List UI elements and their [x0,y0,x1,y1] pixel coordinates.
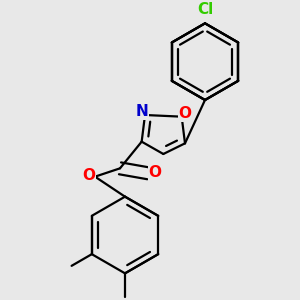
Text: O: O [148,165,161,180]
Text: O: O [178,106,191,122]
Text: N: N [136,104,149,119]
Text: Cl: Cl [197,2,213,17]
Text: O: O [82,167,95,182]
